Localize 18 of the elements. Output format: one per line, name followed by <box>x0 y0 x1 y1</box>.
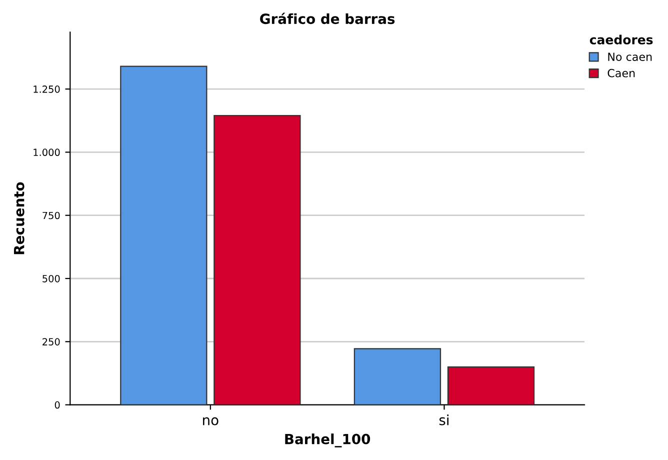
y-axis-title: Recuento <box>14 182 24 254</box>
x-tick-label: no <box>203 417 218 426</box>
bar <box>120 66 208 405</box>
x-axis-title: Barhel_100 <box>285 434 370 448</box>
legend-label: No caen <box>608 52 652 61</box>
bar <box>214 115 301 405</box>
chart-title: Gráfico de barras <box>260 12 395 24</box>
legend-title: caedores <box>590 34 653 44</box>
y-tick-label: 0 <box>54 401 60 409</box>
x-tick-label: si <box>439 414 448 426</box>
y-tick-label: 250 <box>42 338 60 346</box>
y-tick-label: 1.000 <box>34 148 60 156</box>
legend-label: Caen <box>608 68 635 78</box>
y-tick-label: 1.250 <box>34 86 60 93</box>
bar <box>354 348 442 405</box>
y-tick-label: 500 <box>42 274 60 282</box>
bar <box>447 366 535 405</box>
y-tick-label: 750 <box>42 212 60 220</box>
